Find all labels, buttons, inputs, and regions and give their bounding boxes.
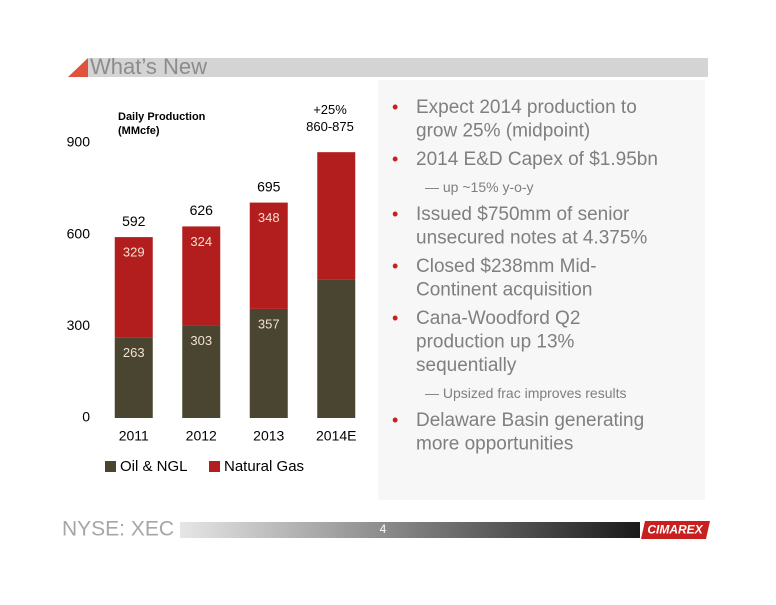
bullet-text: Issued $750mm of senior — [416, 204, 630, 225]
bullet-text: production up 13% — [416, 332, 575, 353]
sub-bullet-text: — up ~15% y-o-y — [425, 179, 534, 195]
bar-segment — [114, 337, 153, 418]
legend-swatch — [209, 461, 220, 472]
bullet-dot: • — [392, 308, 398, 328]
data-label: 329 — [123, 245, 145, 260]
x-tick-label: 2013 — [253, 428, 284, 444]
footer-ticker: NYSE: XEC — [62, 518, 174, 541]
x-tick-label: 2014E — [316, 428, 356, 444]
y-tick-label: 600 — [67, 225, 91, 241]
data-label: 348 — [258, 210, 280, 225]
bullet-text: Cana-Woodford Q2 — [416, 308, 580, 329]
legend-label: Oil & NGL — [120, 458, 188, 475]
bullet-dot: • — [392, 97, 398, 117]
total-label: 695 — [257, 178, 281, 194]
bullet-dot: • — [392, 204, 398, 224]
sub-bullet-text: — Upsized frac improves results — [425, 385, 627, 401]
chart-title: Daily Production (MMcfe) — [118, 111, 206, 137]
total-label: 626 — [190, 202, 214, 218]
legend-swatch — [105, 461, 116, 472]
header-title: What’s New — [90, 54, 207, 79]
annotation: +25% 860-875 — [306, 102, 354, 134]
bullet-dot: • — [392, 256, 398, 276]
bar-segment — [114, 237, 153, 338]
logo-box — [641, 521, 710, 539]
y-tick-label: 300 — [67, 317, 91, 333]
total-label: 592 — [122, 213, 146, 229]
bullet-text: Expect 2014 production to — [416, 97, 637, 118]
y-tick-label: 900 — [67, 134, 91, 150]
bullet-text: grow 25% (midpoint) — [416, 121, 590, 142]
page-number: 4 — [380, 522, 387, 536]
y-tick-label: 0 — [82, 409, 90, 425]
logo: CIMAREX — [647, 523, 703, 537]
bullet-dot: • — [392, 149, 398, 169]
bullet-text: Delaware Basin generating — [416, 410, 644, 431]
header-bar — [68, 58, 708, 77]
bullet-text: more opportunities — [416, 434, 573, 455]
data-label: 357 — [258, 316, 280, 331]
x-tick-label: 2011 — [119, 428, 149, 444]
bar-segment — [182, 226, 221, 326]
bar-segment — [249, 202, 288, 309]
header-triangle — [68, 58, 88, 77]
bullet-text: sequentially — [416, 355, 517, 376]
data-label: 263 — [123, 345, 145, 360]
bullet-text: 2014 E&D Capex of $1.95bn — [416, 149, 658, 170]
bullet-panel — [378, 80, 705, 500]
bar-segment — [317, 279, 356, 418]
footer-bar — [180, 522, 640, 538]
data-label: 324 — [190, 234, 212, 249]
bar-segment — [182, 325, 221, 418]
data-label: 303 — [190, 333, 212, 348]
bullet-text: Closed $238mm Mid- — [416, 256, 597, 277]
bar-segment — [249, 308, 288, 418]
bullet-dot: • — [392, 410, 398, 430]
bar-segment — [317, 152, 356, 280]
bullet-text: Continent acquisition — [416, 280, 592, 301]
bullet-text: unsecured notes at 4.375% — [416, 228, 647, 249]
legend-label: Natural Gas — [224, 458, 304, 475]
x-tick-label: 2012 — [186, 428, 217, 444]
